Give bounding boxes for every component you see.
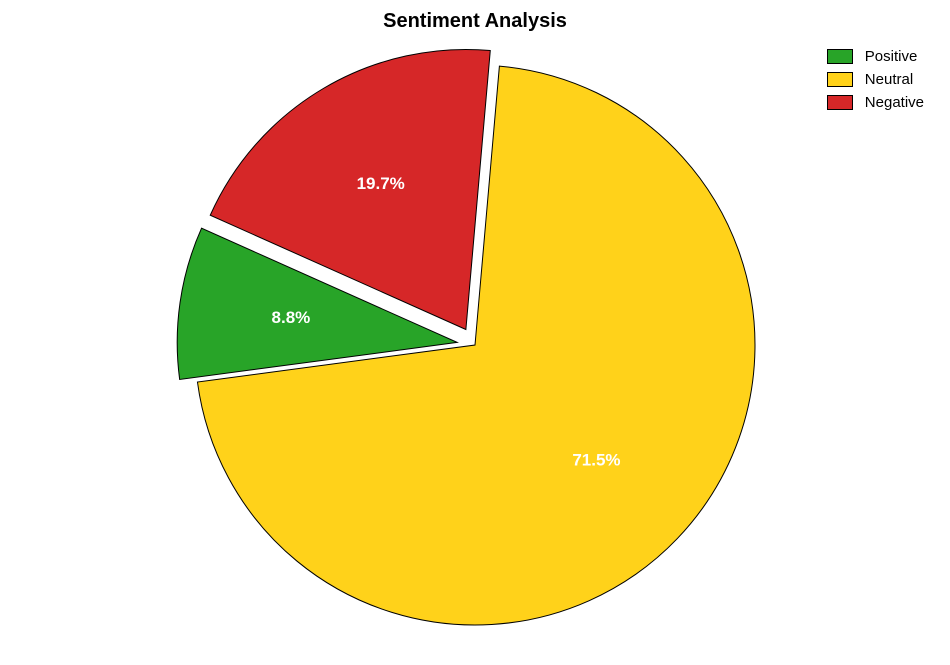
chart-title: Sentiment Analysis bbox=[0, 10, 950, 33]
slice-label-neutral: 71.5% bbox=[572, 451, 620, 470]
pie-svg: 71.5% 8.8% 19.7% bbox=[0, 40, 950, 660]
slice-label-negative: 19.7% bbox=[357, 174, 405, 193]
slice-label-positive: 8.8% bbox=[272, 308, 311, 327]
pie-chart: 71.5% 8.8% 19.7% bbox=[0, 40, 950, 660]
